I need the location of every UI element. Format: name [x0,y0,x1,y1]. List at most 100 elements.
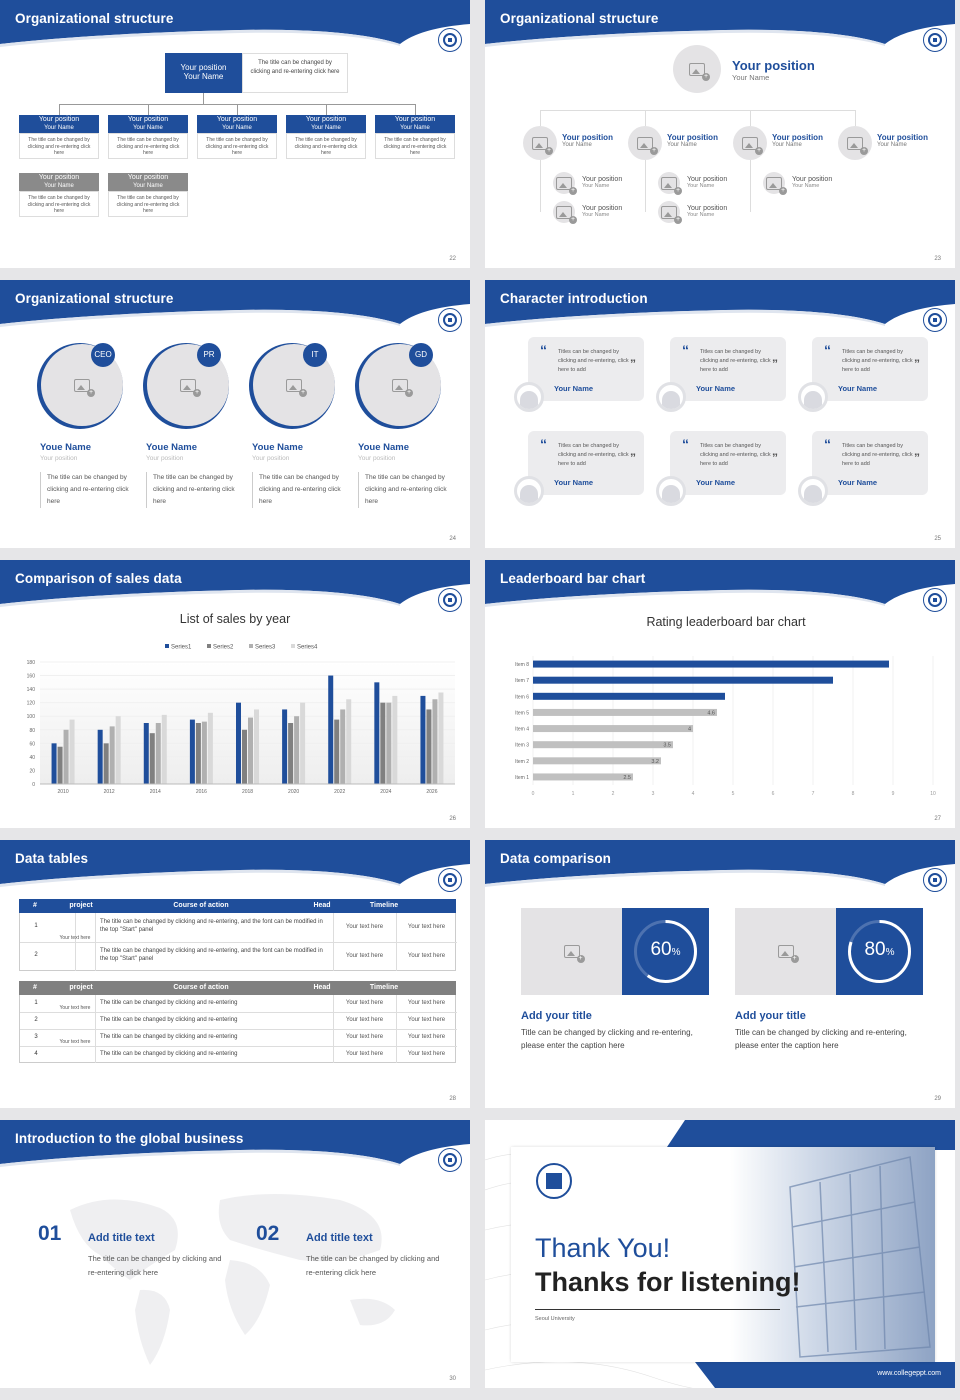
page-number: 30 [449,1376,456,1382]
x-tick-label: 1 [572,791,575,797]
org-top-name: Your Name [183,72,224,81]
bar [374,682,380,784]
slide-25[interactable]: Character introduction “ Titles can be ch… [485,280,955,548]
node-position: Your position [582,176,623,183]
image-placeholder[interactable] [733,126,767,160]
card-desc: The title can be changed by clicking and… [19,133,99,159]
card-name: Your Name [44,125,74,131]
testimonial-text: Titles can be changed by clicking and re… [842,349,913,373]
slide-29[interactable]: Data comparison 60% Add your title Title c… [485,840,955,1108]
item-title: Add title text [306,1232,373,1244]
node-position: Your position [687,176,728,183]
person-desc: The title can be changed by clicking and… [47,474,129,505]
person-name: Youe Name [40,442,92,453]
legend-swatch [291,644,295,648]
slide-27[interactable]: Leaderboard bar chart Rating leaderboard… [485,560,955,828]
card-name: Your Name [400,125,430,131]
node-position: Your position [667,133,718,142]
avatar-placeholder[interactable] [673,45,721,93]
role-badge: PR [197,343,221,367]
image-icon [180,378,201,397]
item-title: Add your title [735,1010,806,1022]
image-icon [286,378,307,397]
image-placeholder[interactable] [658,172,682,195]
slide-header [485,560,955,612]
bar [438,692,444,784]
org-top-desc: The title can be changed by clicking and… [242,53,348,93]
slide-thank-you[interactable]: Thank You! Thanks for listening! Seoul U… [485,1120,955,1388]
person-name: Youe Name [146,442,198,453]
y-tick-label: Item 4 [515,727,529,733]
image-placeholder[interactable] [553,172,577,195]
timeline-cell: Your text here [407,1051,446,1057]
row-divider [20,1029,457,1030]
x-tick-label: 6 [772,791,775,797]
image-placeholder[interactable] [658,201,682,224]
slide-22[interactable]: Organizational structure Your position Y… [0,0,470,268]
bar [288,723,294,784]
image-placeholder[interactable] [523,126,557,160]
page-number: 28 [449,1096,456,1102]
role-badge: CEO [91,343,115,367]
org-top-name: Your Name [732,73,770,82]
org-card-header: Your position Your Name [197,115,277,133]
org-node: Your position Your Name [667,133,718,148]
card-desc: The title can be changed by clicking and… [197,133,277,159]
quote-open-icon: “ [540,342,547,358]
column-header: Head [313,984,331,991]
bar [155,723,161,784]
image-icon [74,378,95,397]
world-map-background [70,1194,395,1365]
bar [248,717,253,784]
header-wave [0,840,470,887]
x-tick-label: 0 [532,791,535,797]
plot-area [40,662,455,784]
percent-unit: % [671,947,681,958]
bar [432,699,438,784]
slide-23[interactable]: Organizational structure Your position Y… [485,0,955,268]
card-position: Your position [38,174,80,181]
building-photo [730,1147,935,1362]
image-placeholder[interactable] [838,126,872,160]
image-placeholder[interactable] [253,344,335,426]
x-tick-label: 4 [692,791,695,797]
bar [380,702,386,784]
slide-24[interactable]: Organizational structure CEO Youe Name You… [0,280,470,548]
user-icon [520,391,538,409]
y-tick-label: Item 6 [515,694,529,700]
image-placeholder[interactable] [553,201,577,224]
bar [533,725,693,733]
testimonial-card: “ Titles can be changed by clicking and r… [528,337,644,401]
image-placeholder[interactable] [521,908,622,995]
image-icon [742,136,763,155]
image-icon [556,205,577,224]
website-url[interactable]: www.collegeppt.com [877,1370,941,1377]
connector-line [237,104,238,115]
university-logo [438,868,462,892]
bar [103,743,109,784]
legend-swatch [207,644,211,648]
testimonial-name: Your Name [554,478,594,487]
slide-header [0,1120,470,1172]
course-cell: The title can be changed by clicking and… [100,1051,238,1057]
x-tick-label: 10 [930,791,936,797]
avatar [656,382,686,412]
bar [149,733,155,784]
slide-30[interactable]: Introduction to the global business 01 Ad… [0,1120,470,1388]
quote-open-icon: “ [540,436,547,452]
image-placeholder[interactable] [735,908,836,995]
slide-26[interactable]: Comparison of sales data List of sales b… [0,560,470,828]
legend: Series1 Series2 Series3 Series4 [165,644,318,651]
image-placeholder[interactable] [763,172,787,195]
connector-line [415,104,416,115]
university-name: Seoul University [535,1316,575,1322]
quote-close-icon: ” [630,357,636,371]
x-tick-label: 2012 [104,789,115,795]
bar [386,702,392,784]
item-number: 02 [256,1222,280,1245]
slide-28[interactable]: Data tables # project Course of action Head… [0,840,470,1108]
chart-title: List of sales by year [179,612,291,626]
y-tick-label: 140 [27,687,36,693]
image-placeholder[interactable] [628,126,662,160]
connector-line [326,104,327,115]
